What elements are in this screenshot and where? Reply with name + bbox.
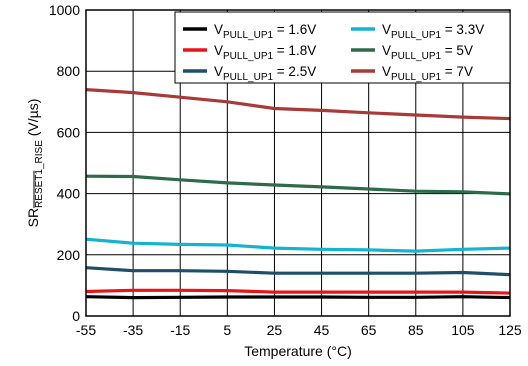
plot-frame	[85, 9, 511, 317]
x-tick-label: 25	[267, 322, 283, 338]
x-tick-label: -55	[76, 322, 96, 338]
x-tick-label: -15	[170, 322, 190, 338]
y-axis-label-subscript: RESET1_RISE	[34, 140, 45, 208]
y-axis-label: SRRESET1_RISE (V/µs)	[25, 99, 45, 228]
x-tick-label: 5	[223, 322, 231, 338]
y-tick-label: 200	[57, 247, 81, 263]
y-tick-label: 1000	[49, 2, 80, 18]
series-line-2	[85, 266, 511, 277]
y-tick-label: 0	[72, 308, 80, 324]
x-tick-label: -35	[123, 322, 143, 338]
legend-entry-2: VPULL_UP1 = 2.5V	[214, 64, 316, 83]
series-line-0	[85, 295, 511, 300]
legend-entry-3: VPULL_UP1 = 3.3V	[382, 22, 484, 41]
y-tick-label: 400	[57, 186, 81, 202]
legend-entry-0: VPULL_UP1 = 1.6V	[214, 22, 316, 41]
y-tick-label: 800	[57, 63, 81, 79]
x-tick-label: 85	[408, 322, 424, 338]
series-lines	[85, 88, 511, 300]
legend-entry-1: VPULL_UP1 = 1.8V	[214, 43, 316, 62]
series-line-1	[85, 288, 511, 295]
legend-entry-5: VPULL_UP1 = 7V	[382, 64, 473, 83]
legend-box	[174, 11, 511, 84]
series-line-5	[85, 88, 511, 121]
legend-entry-4: VPULL_UP1 = 5V	[382, 43, 473, 62]
x-tick-label: 105	[451, 322, 475, 338]
series-line-3	[85, 237, 511, 253]
x-axis-label: Temperature (°C)	[244, 343, 352, 359]
series-line-4	[85, 174, 511, 196]
legend: VPULL_UP1 = 1.6V VPULL_UP1 = 1.8V VPULL_UP…	[174, 11, 511, 84]
x-tick-label: 65	[361, 322, 377, 338]
x-tick-labels: -55 -35 -15 5 25 45 65 85 105 125	[76, 322, 522, 338]
y-tick-label: 600	[57, 124, 81, 140]
y-axis-label-main: SR	[25, 208, 41, 227]
x-tick-label: 125	[498, 322, 522, 338]
x-tick-label: 45	[314, 322, 330, 338]
y-tick-labels: 0 200 400 600 800 1000	[49, 2, 80, 324]
y-axis-label-unit: (V/µs)	[25, 99, 41, 141]
